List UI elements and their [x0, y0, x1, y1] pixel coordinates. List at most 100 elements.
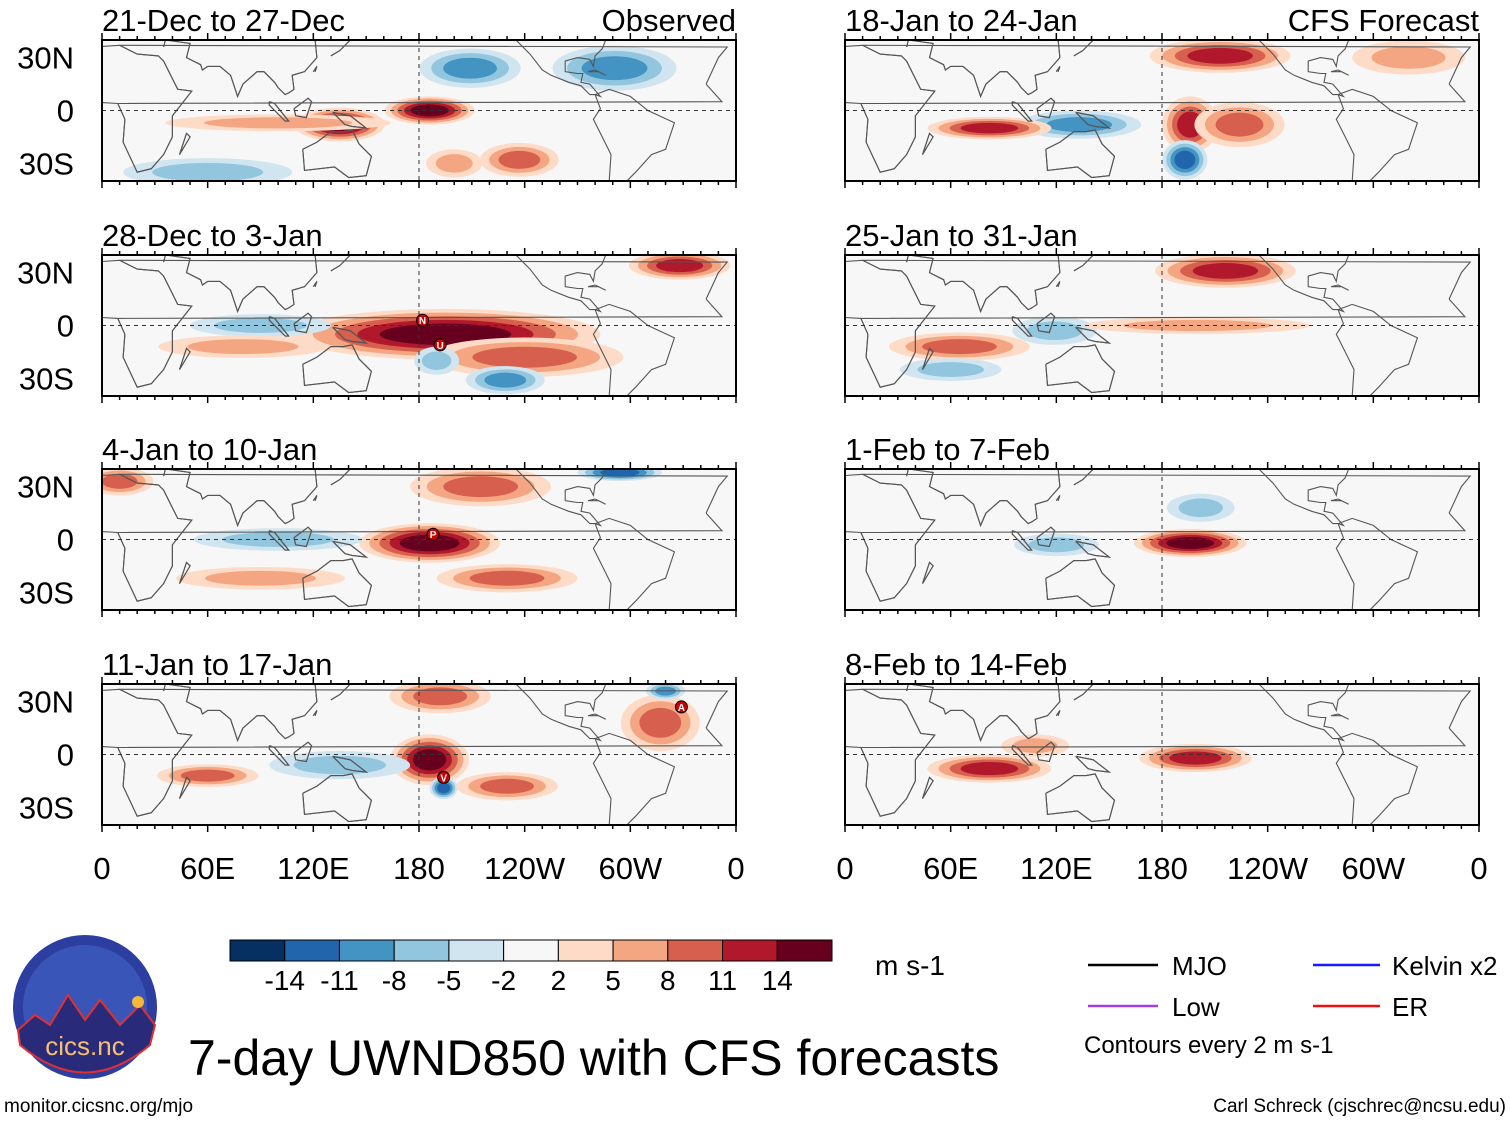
westerly-anomaly: [359, 523, 501, 563]
coastline: [332, 111, 369, 129]
lat-tick-label: 0: [57, 523, 74, 558]
colorbar-swatch: [338, 939, 395, 962]
figure-title: 7-day UWND850 with CFS forecasts: [188, 1030, 999, 1086]
map-panel: [844, 462, 1480, 617]
contour-fill: [498, 150, 541, 169]
westerly-anomaly: [927, 116, 1052, 140]
coastline: [163, 469, 318, 527]
contour-fill: [410, 104, 449, 117]
coastline: [330, 469, 351, 486]
contour-fill: [413, 687, 468, 706]
contour-fill: [1046, 117, 1113, 133]
coastline: [906, 684, 1061, 742]
contour-fill: [472, 346, 577, 368]
easterly-anomaly: [1012, 316, 1097, 345]
coastline: [1045, 129, 1116, 179]
coastline: [906, 469, 1061, 527]
lon-tick-label: 0: [93, 851, 110, 886]
coastline: [1055, 281, 1061, 288]
westerly-anomaly: [1194, 102, 1285, 148]
coastline: [860, 688, 1472, 817]
panel-title: 4-Jan to 10-Jan: [102, 432, 317, 467]
map-panel: [844, 33, 1480, 188]
colorbar-swatch: [284, 939, 340, 962]
lon-tick-label: 0: [1470, 851, 1487, 886]
contour-fill: [399, 534, 460, 552]
coastline: [178, 561, 191, 584]
coastline: [268, 530, 290, 551]
lat-tick-label: 30N: [17, 256, 74, 291]
contour-fill: [1174, 150, 1196, 170]
coastline: [116, 44, 729, 173]
map-panel: N U 30N 0 30S: [17, 248, 737, 403]
colorbar-swatch: [722, 939, 778, 962]
panel-title: 21-Dec to 27-Dec: [102, 3, 345, 38]
lat-tick-label: 30S: [19, 790, 74, 825]
lon-tick-label: 60W: [598, 851, 662, 886]
contour-fill: [187, 339, 299, 355]
contour-fill: [917, 362, 984, 377]
lon-tick-label: 120W: [484, 851, 566, 886]
coastline: [1011, 316, 1033, 337]
coastline: [860, 473, 1472, 602]
wave-marker-label: P: [430, 530, 437, 541]
easterly-anomaly: [1162, 140, 1208, 180]
contour-fill: [656, 259, 704, 273]
coastline: [906, 255, 1061, 313]
contour-fill: [204, 117, 353, 129]
contour-fill: [214, 318, 307, 333]
map-panel: P 30N 0 30S: [17, 462, 737, 617]
colorbar: -14 -11 -8 -5 -2 2 5 8 11 14: [229, 939, 833, 996]
coastline: [906, 40, 1061, 98]
wave-marker: A: [674, 700, 688, 714]
column-header-observed: Observed: [602, 3, 736, 38]
source-url[interactable]: monitor.cicsnc.org/mjo: [4, 1096, 193, 1117]
coastline: [921, 347, 934, 370]
coastline: [302, 129, 373, 179]
coastline: [312, 66, 318, 73]
coastline: [116, 688, 729, 817]
lat-tick-label: 30S: [19, 575, 74, 610]
contour-note: Contours every 2 m s-1: [1084, 1032, 1333, 1059]
coastline: [302, 558, 373, 608]
westerly-anomaly: [175, 566, 346, 590]
legend-label: Low: [1172, 992, 1220, 1022]
westerly-anomaly: [436, 564, 578, 593]
lon-tick-label: 60E: [180, 851, 235, 886]
colorbar-tick-label: 11: [708, 965, 737, 996]
contour-fill: [600, 469, 640, 477]
westerly-anomaly: [1352, 40, 1465, 75]
lon-tick-label: 180: [393, 851, 445, 886]
coastline: [1075, 326, 1112, 344]
lon-tick-label: 120E: [1020, 851, 1092, 886]
wave-marker: U: [433, 338, 447, 352]
coastline: [1011, 101, 1033, 122]
colorbar-swatch: [393, 939, 450, 962]
coastline: [178, 776, 191, 799]
coastline: [1330, 498, 1349, 505]
coastline: [587, 69, 606, 76]
colorbar-tick-label: -5: [436, 965, 461, 996]
contour-fill: [639, 707, 682, 738]
panel-title: 18-Jan to 24-Jan: [845, 3, 1078, 38]
coastline: [592, 517, 676, 610]
westerly-anomaly: [456, 772, 558, 801]
easterly-anomaly: [123, 158, 293, 181]
easterly-anomaly: [577, 469, 663, 481]
westerly-anomaly: [384, 96, 475, 125]
westerly-anomaly: [156, 764, 259, 787]
legend: MJO Kelvin x2 Low ER Contours every 2 m …: [1084, 951, 1498, 1059]
easterly-anomaly: [552, 45, 677, 91]
coastline: [332, 326, 369, 344]
coastline: [921, 561, 934, 584]
colorbar-tick-label: -14: [264, 965, 304, 996]
coastline: [1045, 344, 1116, 394]
colorbar-swatch: [612, 939, 669, 962]
lat-tick-label: 30N: [17, 41, 74, 76]
colorbar-swatch: [667, 939, 724, 962]
colorbar-tick-label: -8: [382, 965, 407, 996]
contour-fill: [960, 122, 1019, 134]
coastline: [332, 755, 369, 773]
lat-tick-label: 30N: [17, 470, 74, 505]
wave-marker: V: [437, 770, 451, 784]
